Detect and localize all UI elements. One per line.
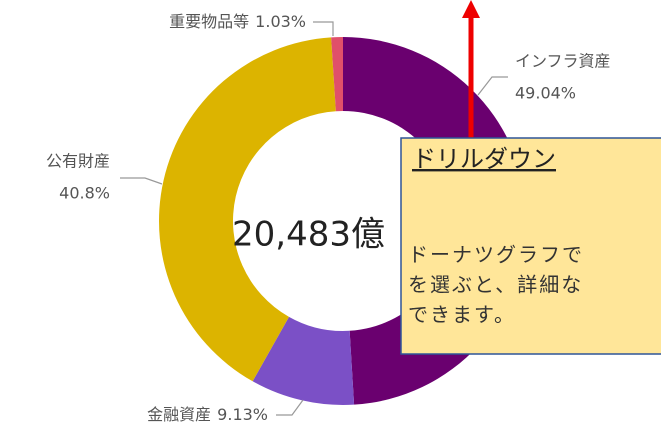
leader-line (276, 399, 304, 416)
leader-line (120, 177, 163, 185)
donut-slice (331, 37, 343, 112)
donut-slice (252, 316, 355, 405)
slice-label: 重要物品等 1.03% (169, 12, 306, 31)
slice-label: インフラ資産 (515, 52, 611, 71)
callout-title: ドリルダウン (412, 145, 556, 173)
callout-box (400, 137, 661, 355)
slice-label-name: 重要物品等 (169, 12, 249, 31)
callout-line: を選ぶと、詳細な (408, 273, 583, 297)
arrow-head (462, 0, 480, 18)
slice-value-label: 49.04% (515, 84, 576, 103)
center-label: 20,483億 (232, 215, 385, 255)
callout-line: ドーナツグラフで (408, 243, 584, 267)
callout-line: できます。 (408, 303, 516, 327)
leader-line (313, 21, 334, 36)
donut-slice (159, 37, 336, 382)
slice-value-label: 1.03% (255, 12, 306, 31)
slice-label-name: 金融資産 (147, 405, 211, 424)
slice-value-label: 40.8% (59, 184, 110, 203)
slice-label: 公有財産 (46, 152, 110, 171)
slice-value-label: 9.13% (217, 405, 268, 424)
slice-label: 金融資産 9.13% (147, 405, 268, 424)
leader-line (477, 76, 508, 96)
